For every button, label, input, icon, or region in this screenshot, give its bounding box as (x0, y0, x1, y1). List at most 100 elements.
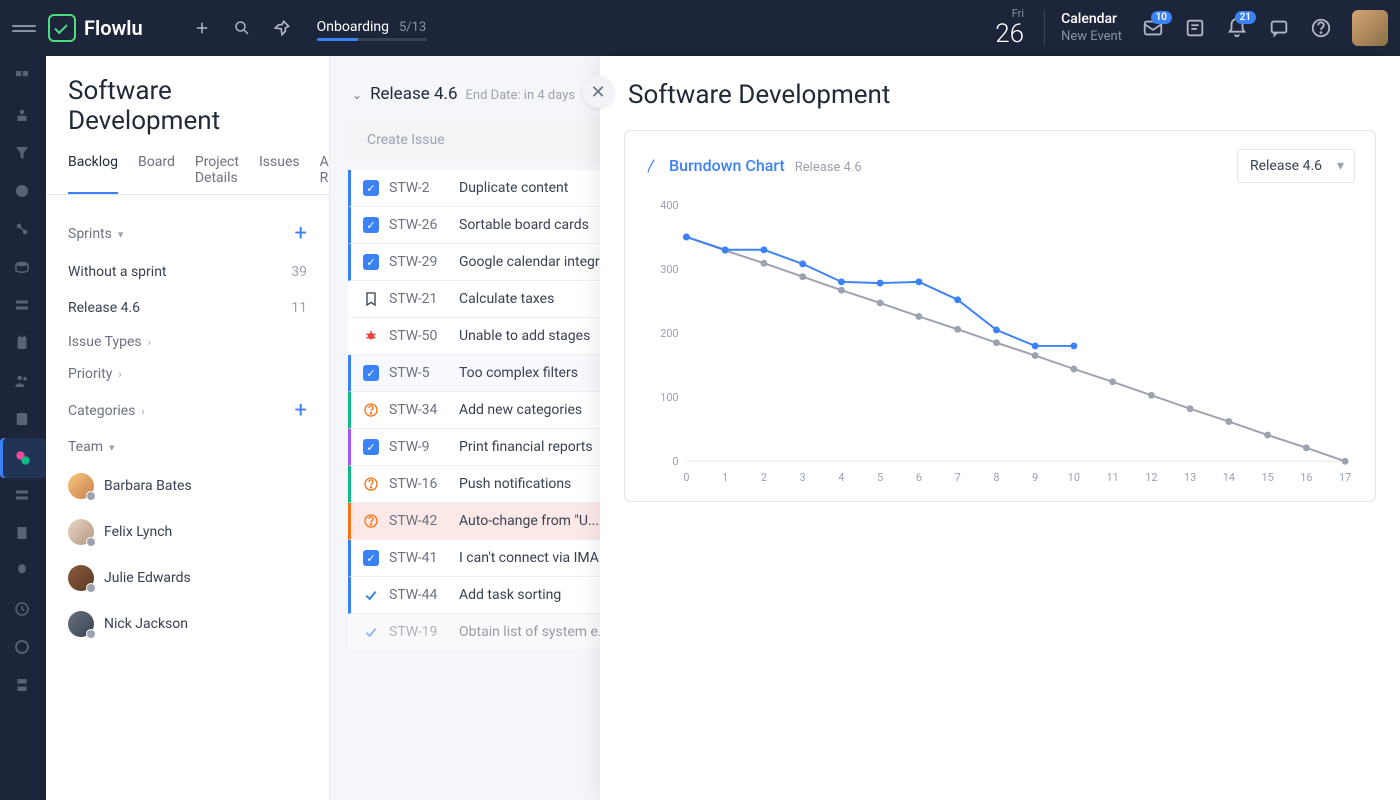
left-rail (0, 56, 46, 800)
rail-icon-10[interactable] (13, 410, 33, 430)
rail-icon-14[interactable] (13, 562, 33, 582)
top-header: Flowlu Onboarding 5/13 Fri 26 Calendar N… (0, 0, 1400, 56)
chat-icon[interactable] (1268, 17, 1290, 39)
rail-icon-6[interactable] (13, 258, 33, 278)
team-row-header[interactable]: Team▾ (68, 431, 307, 463)
rail-icon-9[interactable] (13, 372, 33, 392)
priority-row[interactable]: Priority› (68, 358, 307, 390)
svg-text:2: 2 (761, 471, 767, 484)
sprints-row[interactable]: Sprints ▾ + (68, 213, 307, 254)
without-sprint-label: Without a sprint (68, 264, 167, 280)
tab-board[interactable]: Board (138, 146, 175, 194)
checkbox-icon[interactable]: ✓ (363, 439, 379, 455)
sprints-label: Sprints (68, 226, 112, 242)
detail-panel: ✕ Software Development 〳 Burndown Chart … (600, 56, 1400, 800)
help-icon[interactable] (1310, 17, 1332, 39)
chart-spark-icon: 〳 (645, 156, 659, 176)
rail-icon-agile[interactable] (0, 438, 46, 478)
rail-icon-7[interactable] (13, 296, 33, 316)
menu-toggle-button[interactable] (12, 16, 36, 40)
issue-id: STW-26 (389, 217, 449, 233)
team-member[interactable]: Julie Edwards (68, 555, 307, 601)
calendar-block[interactable]: Calendar New Event (1044, 10, 1122, 45)
rail-icon-3[interactable] (13, 144, 33, 164)
team-member[interactable]: Nick Jackson (68, 601, 307, 647)
date-block[interactable]: Fri 26 (995, 8, 1024, 49)
calendar-title: Calendar (1061, 10, 1122, 28)
svg-text:4: 4 (838, 471, 844, 484)
without-sprint-count: 39 (291, 264, 307, 280)
tab-project-details[interactable]: Project Details (195, 146, 239, 194)
tab-issues[interactable]: Issues (259, 146, 300, 194)
issue-id: STW-41 (389, 550, 449, 566)
team-member-name: Felix Lynch (104, 524, 172, 540)
checkbox-icon[interactable]: ✓ (363, 550, 379, 566)
rail-icon-16[interactable] (13, 638, 33, 658)
tab-automation-rules[interactable]: Automation Rules (320, 146, 330, 194)
issue-title: Add task sorting (459, 587, 561, 603)
svg-text:8: 8 (993, 471, 999, 484)
bell-icon[interactable]: 21 (1226, 17, 1248, 39)
onboarding-block[interactable]: Onboarding 5/13 (317, 16, 427, 41)
onboarding-label: Onboarding (317, 19, 389, 35)
issue-id: STW-9 (389, 439, 449, 455)
checkbox-icon[interactable]: ✓ (363, 365, 379, 381)
team-member[interactable]: Barbara Bates (68, 463, 307, 509)
svg-text:10: 10 (1068, 471, 1080, 484)
categories-row[interactable]: Categories› + (68, 390, 307, 431)
team-member[interactable]: Felix Lynch (68, 509, 307, 555)
brand-logo[interactable]: Flowlu (48, 14, 143, 42)
rail-icon-17[interactable] (13, 676, 33, 696)
rail-icon-2[interactable] (13, 106, 33, 126)
rail-icon-8[interactable] (13, 334, 33, 354)
chevron-down-icon: ▾ (118, 228, 124, 241)
tab-backlog[interactable]: Backlog (68, 146, 118, 194)
close-panel-button[interactable]: ✕ (582, 76, 614, 108)
rail-icon-13[interactable] (13, 524, 33, 544)
add-category-button[interactable]: + (295, 398, 307, 423)
issue-id: STW-16 (389, 476, 449, 492)
svg-text:0: 0 (672, 455, 678, 468)
team-member-name: Nick Jackson (104, 616, 188, 632)
issue-types-row[interactable]: Issue Types› (68, 326, 307, 358)
rail-icon-12[interactable] (13, 486, 33, 506)
issue-title: Too complex filters (459, 365, 578, 381)
sprint-item-none[interactable]: Without a sprint 39 (68, 254, 307, 290)
user-avatar[interactable] (1352, 10, 1388, 46)
issue-id: STW-21 (389, 291, 449, 307)
question-icon (363, 476, 379, 492)
svg-text:1: 1 (722, 471, 728, 484)
pin-icon[interactable] (271, 17, 293, 39)
inbox-icon[interactable]: 10 (1142, 17, 1164, 39)
add-icon[interactable] (191, 17, 213, 39)
rail-icon-5[interactable] (13, 220, 33, 240)
onboarding-count: 5/13 (399, 20, 426, 35)
issue-title: Add new categories (459, 402, 582, 418)
search-icon[interactable] (231, 17, 253, 39)
rail-icon-4[interactable] (13, 182, 33, 202)
rail-icon-15[interactable] (13, 600, 33, 620)
issue-title: Calculate taxes (459, 291, 554, 307)
date-weekday: Fri (995, 8, 1024, 20)
sprint-item-release[interactable]: Release 4.6 11 (68, 290, 307, 326)
chart-release-select[interactable]: Release 4.6 (1237, 149, 1355, 183)
checkbox-icon[interactable]: ✓ (363, 217, 379, 233)
issue-types-label: Issue Types (68, 334, 142, 350)
checkbox-icon[interactable]: ✓ (363, 254, 379, 270)
issue-title: I can't connect via IMAP (459, 550, 608, 566)
done-icon (363, 624, 379, 640)
add-sprint-button[interactable]: + (295, 221, 307, 246)
rail-icon-1[interactable] (13, 68, 33, 88)
svg-text:200: 200 (660, 327, 678, 340)
checkbox-icon[interactable]: ✓ (363, 180, 379, 196)
note-icon[interactable] (1184, 17, 1206, 39)
svg-text:100: 100 (660, 391, 678, 404)
main-area: Software Development Backlog Board Project… (46, 56, 1400, 800)
calendar-sub: New Event (1061, 29, 1122, 46)
chevron-right-icon: › (141, 405, 144, 418)
svg-text:13: 13 (1184, 471, 1196, 484)
issue-title: Duplicate content (459, 180, 568, 196)
logo-icon (48, 14, 76, 42)
chevron-down-icon: ▾ (109, 441, 115, 454)
project-title: Software Development (46, 76, 329, 146)
